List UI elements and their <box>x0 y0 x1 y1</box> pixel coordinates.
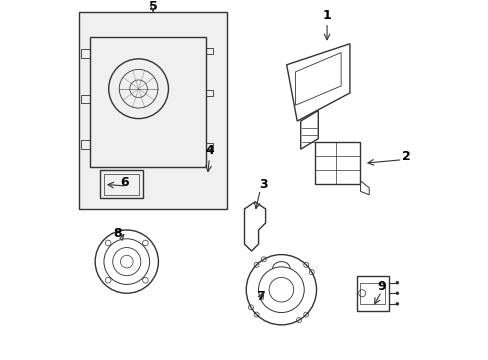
Bar <box>205 48 212 54</box>
Bar <box>81 95 90 103</box>
Bar <box>100 170 142 198</box>
Circle shape <box>395 281 398 284</box>
Text: 3: 3 <box>259 178 267 191</box>
Bar <box>81 140 90 149</box>
Text: 9: 9 <box>376 280 385 293</box>
Bar <box>360 283 384 304</box>
Bar <box>205 90 212 96</box>
Text: 1: 1 <box>322 9 331 22</box>
Bar <box>81 49 90 58</box>
Text: 2: 2 <box>401 150 409 163</box>
Bar <box>356 276 388 311</box>
Circle shape <box>395 292 398 295</box>
Text: 5: 5 <box>148 0 157 13</box>
Bar <box>205 143 212 149</box>
Text: 8: 8 <box>113 227 122 240</box>
Text: 4: 4 <box>204 144 213 157</box>
Circle shape <box>395 302 398 306</box>
Bar <box>79 12 226 209</box>
Text: 6: 6 <box>121 176 129 189</box>
Bar <box>104 174 139 195</box>
Bar <box>314 142 360 184</box>
Text: 7: 7 <box>255 290 264 303</box>
Bar <box>90 37 205 167</box>
